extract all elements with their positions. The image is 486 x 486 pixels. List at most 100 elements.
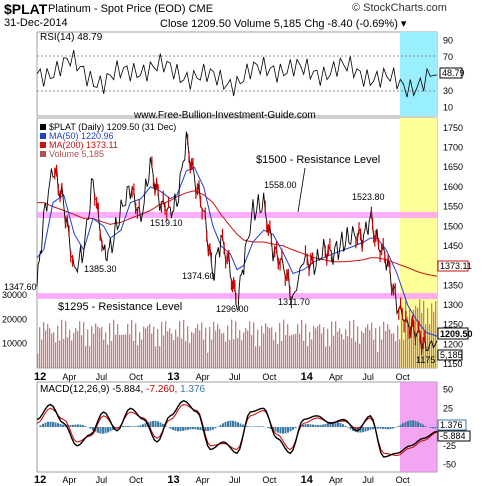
x-axis: 12 12 Apr Apr Jul Jul Oct Oct 13 13 Apr Apr Jul Jul Oc… — [34, 371, 410, 486]
macd-hist-bar — [179, 427, 182, 432]
price-tick: 1350 — [443, 280, 463, 290]
rsi-series — [36, 50, 438, 98]
volume-bar — [423, 300, 425, 368]
volume-bar — [201, 322, 203, 368]
volume-bar — [243, 332, 245, 368]
volume-bar — [185, 340, 187, 368]
macd-hist-bar — [184, 427, 187, 431]
x-tick-bottom: 13 — [167, 474, 179, 486]
macd-hist-bar — [362, 427, 364, 433]
volume-bar — [63, 338, 65, 368]
volume-bar — [215, 330, 217, 368]
x-tick-bottom: Apr — [329, 475, 343, 485]
macd-hist-bar — [277, 427, 279, 433]
volume-bar — [157, 329, 159, 368]
volume-bar — [263, 333, 265, 368]
volume-bar — [149, 323, 151, 368]
macd-hist-bar — [52, 421, 54, 427]
macd-hist-bar — [187, 427, 189, 430]
macd-hist-bar — [424, 425, 427, 427]
rsi-tick: 10 — [443, 103, 453, 113]
volume-bar — [433, 311, 435, 368]
ma200-series — [37, 190, 438, 277]
volume-bar — [61, 319, 63, 368]
volume-bar — [431, 303, 433, 368]
macd-hist-bar — [102, 427, 104, 434]
volume-bar — [171, 333, 173, 368]
macd-hist-bar — [312, 424, 314, 427]
macd-hist-bar — [177, 427, 179, 432]
volume-bar — [383, 321, 385, 368]
volume-bar — [225, 341, 227, 368]
volume-bar — [127, 323, 129, 368]
volume-bar — [399, 339, 401, 368]
rsi-label: RSI(14) 48.79 — [40, 32, 103, 43]
legend-label: MA(200) 1373.11 — [49, 140, 118, 150]
macd-hist-bar — [194, 427, 197, 430]
volume-bar — [107, 344, 109, 368]
volume-bar — [175, 329, 177, 368]
macd-hist-bar — [64, 425, 67, 427]
volume-bar — [37, 353, 39, 368]
volume-bar — [365, 327, 367, 368]
macd-hist-bar — [134, 426, 137, 427]
volume-bar — [213, 321, 215, 368]
volume-bar — [75, 328, 77, 368]
macd-hist-bar — [364, 427, 367, 432]
close-stats: Close 1209.50 Volume 5,185 Chg -8.40 (-0… — [160, 18, 407, 30]
legend-swatch — [40, 133, 46, 139]
macd-hist-bar — [154, 420, 157, 427]
price-tick: 1750 — [443, 123, 463, 133]
macd-hist-bar — [247, 426, 249, 427]
volume-bar — [211, 339, 213, 368]
price-tick: 1500 — [443, 221, 463, 231]
volume-bar — [359, 343, 361, 368]
macd-hist-bar — [287, 427, 289, 433]
volume-tick: 30000 — [2, 290, 27, 300]
volume-bar — [59, 340, 61, 368]
volume-bar — [77, 330, 79, 368]
volume-bar — [287, 324, 289, 368]
chart-date: 31-Dec-2014 — [4, 17, 68, 29]
volume-bar — [85, 346, 87, 368]
macd-hist-bar — [122, 426, 124, 427]
volume-bar — [105, 332, 107, 368]
macd-hist-bar — [84, 425, 87, 427]
volume-bar — [273, 339, 275, 368]
volume-bar — [139, 332, 141, 368]
volume-bar — [403, 339, 405, 368]
volume-bar — [259, 346, 261, 368]
volume-bar — [233, 339, 235, 368]
macd-hist-bar — [234, 421, 237, 427]
macd-hist-bar — [407, 420, 409, 427]
volume-bar — [89, 346, 91, 368]
macd-hist-bar — [307, 424, 309, 427]
volume-bar — [187, 326, 189, 368]
macd-hist-bar — [359, 427, 362, 433]
macd-tag: -5.884 — [440, 431, 466, 441]
volume-bar — [239, 330, 241, 368]
volume-bar — [347, 336, 349, 368]
volume-bar — [411, 318, 413, 368]
volume-bar — [49, 328, 51, 368]
macd-hist-bar — [212, 427, 214, 430]
volume-bar — [93, 333, 95, 368]
volume-bar — [209, 326, 211, 368]
macd-hist-bar — [414, 420, 417, 427]
volume-bar — [47, 324, 49, 368]
volume-bar — [151, 333, 153, 368]
macd-hist-bar — [309, 424, 312, 427]
volume-bar — [349, 320, 351, 368]
macd-hist-bar — [384, 427, 387, 430]
price-panel: 1750170016501600155015001450140013501300… — [2, 110, 473, 369]
volume-bar — [341, 334, 343, 368]
macd-hist-bar — [239, 423, 242, 427]
volume-bar — [395, 341, 397, 368]
volume-bar — [427, 308, 429, 368]
macd-hist-bar — [417, 421, 419, 427]
macd-hist-bar — [97, 427, 99, 433]
macd-hist-bar — [329, 422, 332, 427]
volume-bar — [281, 341, 283, 368]
macd-hist-bar — [124, 425, 127, 427]
x-tick-bottom: Jul — [96, 475, 108, 485]
